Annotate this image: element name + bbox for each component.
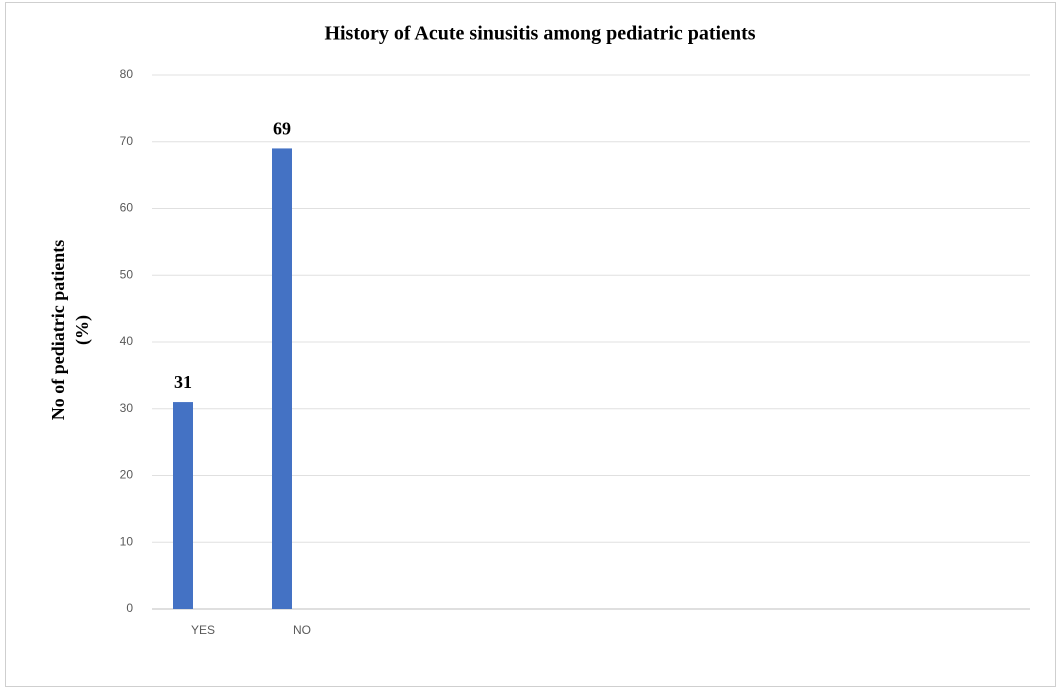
y-tick-label: 60 <box>120 201 134 215</box>
bar <box>173 402 193 609</box>
chart-frame <box>5 2 1056 687</box>
y-axis-label-line: No of pediatric patients <box>48 240 68 420</box>
y-tick-label: 40 <box>120 334 134 348</box>
x-tick-label: YES <box>191 623 215 637</box>
y-tick-label: 20 <box>120 468 134 482</box>
y-tick-label: 10 <box>120 534 134 548</box>
data-label: 69 <box>273 119 291 139</box>
y-tick-label: 70 <box>120 134 134 148</box>
data-label: 31 <box>174 372 192 392</box>
y-axis-label-line: (%) <box>72 315 93 345</box>
y-tick-label: 80 <box>120 67 134 81</box>
y-tick-label: 0 <box>126 601 133 615</box>
y-tick-label: 50 <box>120 267 134 281</box>
bar <box>272 148 292 610</box>
chart-title: History of Acute sinusitis among pediatr… <box>324 23 755 45</box>
y-axis-label: No of pediatric patients (%) <box>48 240 93 420</box>
x-tick-label: NO <box>293 623 311 637</box>
y-tick-label: 30 <box>120 401 134 415</box>
